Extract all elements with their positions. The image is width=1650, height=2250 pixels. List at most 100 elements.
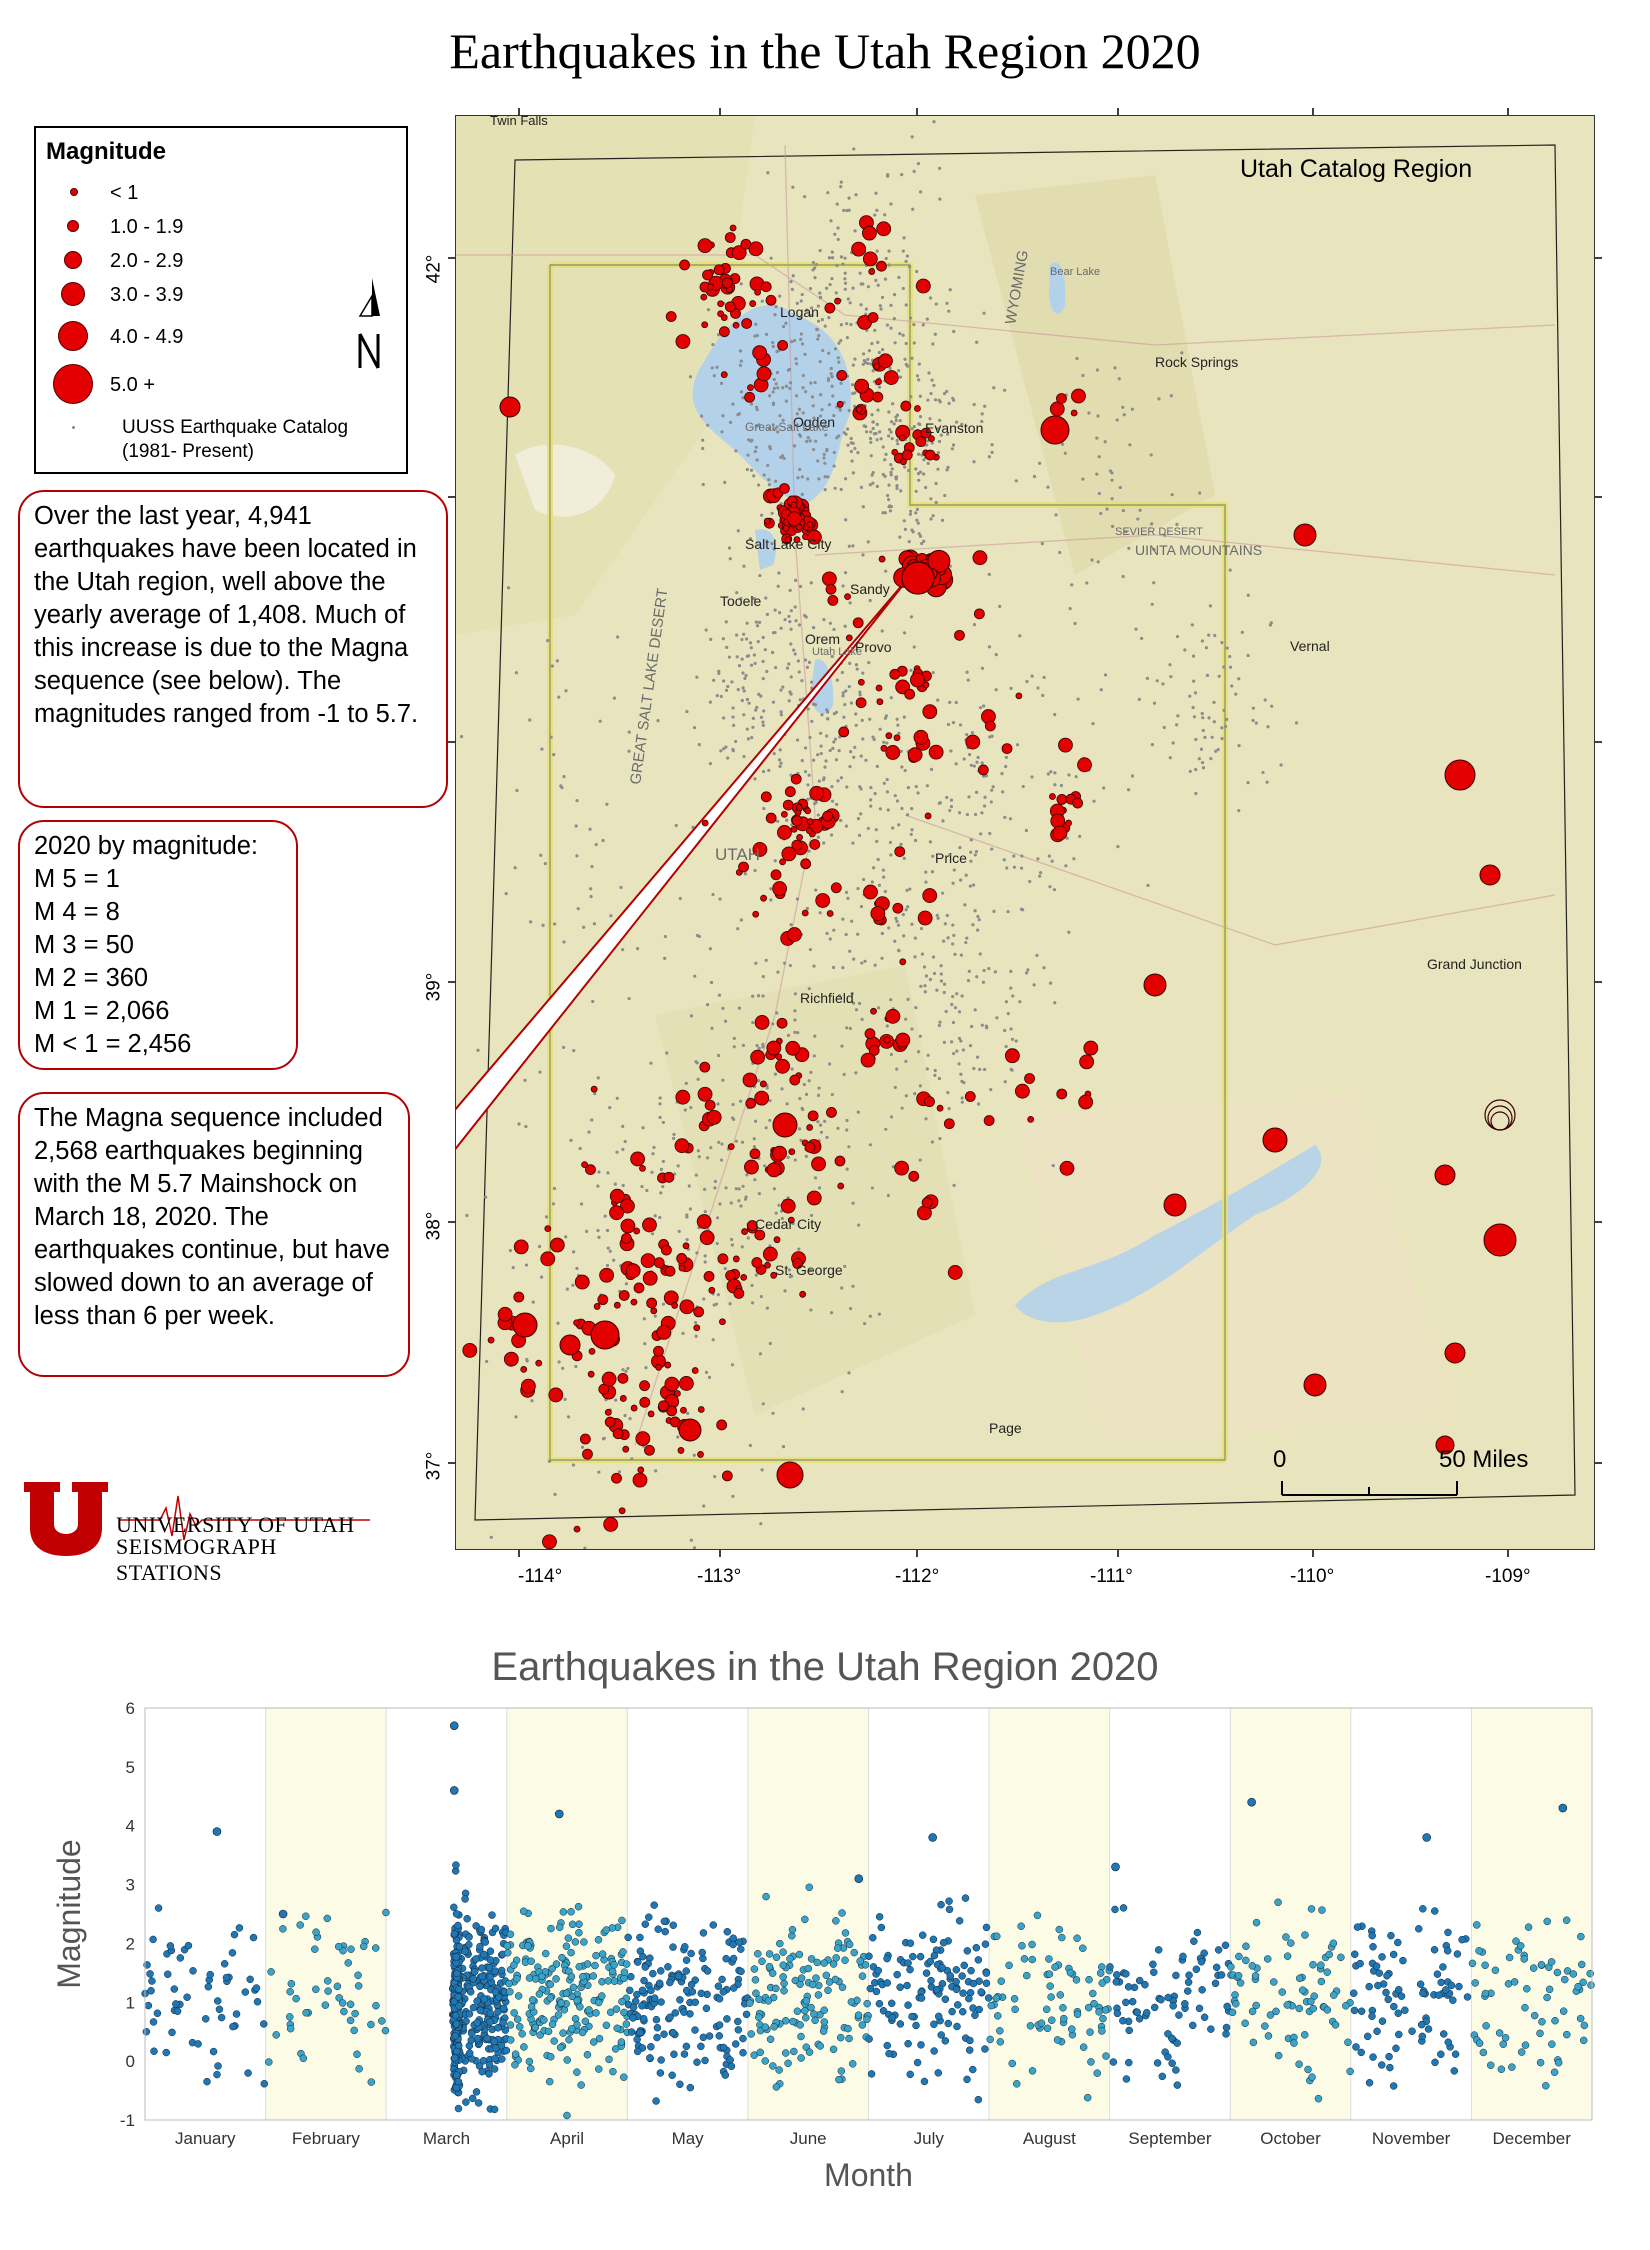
catalog-dot [750,1301,755,1305]
quake-marker [1435,1435,1455,1455]
catalog-dot [905,888,909,892]
catalog-dot [902,715,906,719]
catalog-dot [1197,757,1201,761]
quake-point [1150,1968,1158,1977]
catalog-dot [734,739,738,744]
catalog-dot [814,262,819,267]
month-shade [1471,1708,1592,2120]
quake-point [503,1942,512,1950]
catalog-dot [1108,469,1113,473]
catalog-dot [851,286,855,290]
catalog-dot [816,1120,820,1124]
catalog-dot [816,319,821,323]
catalog-dot [826,717,830,721]
catalog-dot [866,357,870,361]
quake-point [382,1908,390,1917]
catalog-dot [918,1158,922,1162]
quake-point [801,2006,809,2015]
quake-marker [854,378,870,394]
catalog-dot [920,541,924,546]
catalog-dot [789,425,793,429]
catalog-dot [843,702,847,707]
catalog-dot [836,1126,840,1130]
scale-end-label: 50 Miles [1439,1446,1528,1473]
catalog-dot [876,857,880,862]
catalog-dot [1035,953,1039,957]
catalog-dot [818,414,823,418]
quake-point [452,2020,461,2028]
quake-point [1089,1989,1097,1998]
catalog-dot [511,1266,515,1270]
catalog-dot [1064,864,1068,868]
quake-point [674,1972,683,1980]
catalog-dot [1270,704,1274,708]
place-label: St. George [775,1262,843,1278]
catalog-dot [982,1067,987,1072]
quake-point [267,1968,275,1976]
quake-point [1495,2029,1504,2037]
catalog-dot [880,931,884,936]
quake-point [825,1978,834,1986]
quake-point [486,1947,495,1955]
quake-point [838,1909,846,1917]
catalog-dot [934,481,938,486]
catalog-dot [789,642,793,646]
quake-point [669,2029,677,2037]
quake-point [1529,1964,1538,1972]
quake-point [1551,2016,1559,2025]
quake-point [888,2013,897,2022]
catalog-dot [951,443,956,447]
catalog-dot [1152,701,1157,705]
quake-marker [679,1299,695,1315]
catalog-dot [820,713,824,717]
catalog-dot [730,1363,735,1367]
quake-marker [801,909,809,917]
quake-point [1536,2029,1544,2038]
quake-marker [697,1406,705,1413]
quake-point [927,1976,935,1985]
quake-point [465,2010,474,2018]
catalog-dot [1146,883,1150,887]
quake-point [581,2017,590,2026]
catalog-dot [843,277,847,281]
quake-marker [625,1263,641,1279]
catalog-dot [830,256,835,260]
quake-marker [744,1159,759,1175]
quake-marker [540,1251,556,1267]
quake-point [1060,2014,1068,2023]
catalog-dot [990,450,994,454]
quake-point [547,1924,555,1933]
catalog-dot [692,1546,697,1550]
catalog-dot [833,737,838,741]
catalog-dot [842,715,846,719]
lon-label: -114° [518,1566,563,1587]
catalog-dot [817,1086,821,1090]
quake-marker [915,436,927,448]
quake-point [669,1943,677,1951]
catalog-dot [897,731,901,735]
quake-point [1085,1975,1093,1984]
catalog-dot [761,1045,765,1049]
catalog-dot [822,452,826,456]
quake-marker [717,1253,729,1265]
catalog-dot [910,135,914,139]
catalog-dot [1222,665,1226,669]
catalog-dot [881,348,885,352]
quake-point [761,2057,769,2065]
catalog-dot [786,1033,791,1037]
catalog-dot [866,361,870,366]
catalog-dot [811,260,815,265]
quake-point [955,1917,964,1925]
catalog-dot [931,955,936,959]
catalog-dot [651,1152,655,1156]
quake-marker [908,1170,920,1182]
catalog-dot [653,1214,657,1218]
quake-point [468,2094,477,2103]
catalog-dot [877,883,882,887]
quake-point [455,2002,463,2010]
catalog-dot [789,923,793,927]
catalog-dot [804,615,808,619]
catalog-dot [837,341,841,345]
catalog-dot [818,1123,823,1127]
catalog-legend-label: UUSS Earthquake Catalog (1981- Present) [122,417,349,462]
